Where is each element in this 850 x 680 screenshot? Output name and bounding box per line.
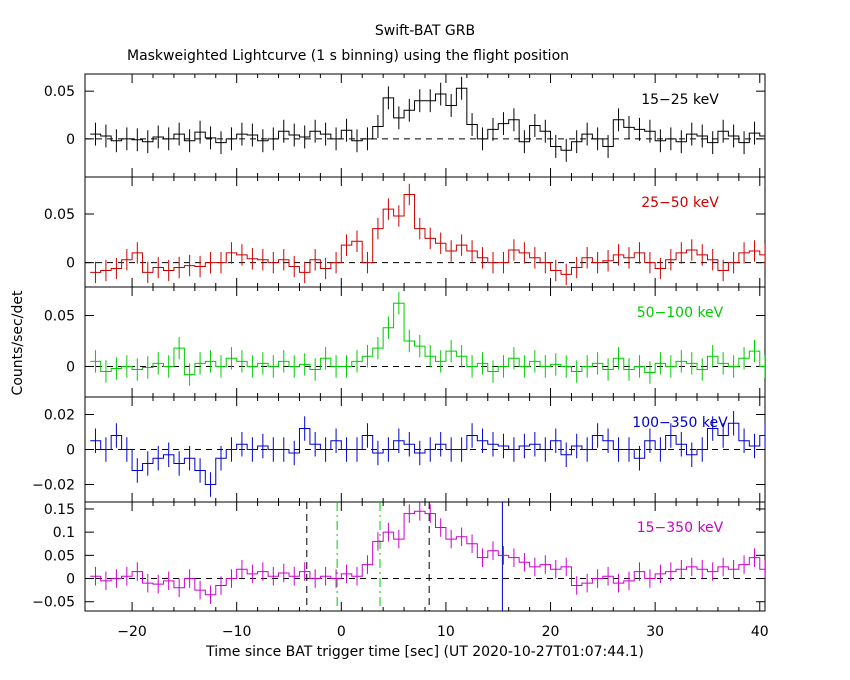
panel-frame <box>84 73 766 178</box>
y-tick-label: 0.05 <box>44 309 75 325</box>
panel-25-50-kev: 0 0.05 25−50 keV <box>44 176 766 288</box>
panels: 0 0.05 15−25 keV 0 0.05 25−50 keV 0 0.05 50−100 … <box>32 73 769 640</box>
panel-frame <box>84 501 766 612</box>
x-tick-label: 20 <box>542 624 560 640</box>
panel-15-25-kev: 0 0.05 15−25 keV <box>44 73 766 178</box>
y-tick-label: 0.05 <box>44 548 75 564</box>
band-label: 15−350 keV <box>637 520 724 536</box>
series-group <box>90 183 765 286</box>
y-tick-label: 0.1 <box>53 525 75 541</box>
chart-title: Swift-BAT GRB <box>375 23 475 39</box>
series-group <box>90 502 765 605</box>
band-label: 25−50 keV <box>641 195 719 211</box>
y-tick-label: −0.05 <box>32 595 75 611</box>
panel-frame <box>84 286 766 398</box>
x-tick-label: 30 <box>646 624 664 640</box>
series-group <box>90 76 765 162</box>
y-tick-label: 0 <box>66 132 75 148</box>
y-tick-label: 0 <box>66 256 75 272</box>
series-group <box>90 292 765 386</box>
x-tick-label: −20 <box>117 624 147 640</box>
y-axis-label: Counts/sec/det <box>10 290 26 395</box>
band-label: 100−350 keV <box>632 415 728 431</box>
panel-15-350-kev: −0.05 0 0.05 0.1 0.15 15−350 keV <box>32 501 766 612</box>
panel-100-350-kev: −0.02 0 0.02 100−350 keV <box>32 396 766 503</box>
series-group <box>90 411 765 497</box>
x-tick-label: 0 <box>337 624 346 640</box>
y-tick-label: 0 <box>66 572 75 588</box>
x-tick-label: 40 <box>751 624 769 640</box>
y-tick-label: −0.02 <box>32 478 75 494</box>
y-tick-label: 0.02 <box>44 408 75 424</box>
series-line <box>90 510 765 596</box>
x-tick-label: 10 <box>437 624 455 640</box>
series-line <box>90 194 765 275</box>
x-tick-label: −10 <box>222 624 252 640</box>
panel-50-100-kev: 0 0.05 50−100 keV <box>44 286 766 398</box>
y-tick-label: 0 <box>66 443 75 459</box>
band-label: 50−100 keV <box>637 305 724 321</box>
series-line <box>90 422 765 485</box>
y-tick-label: 0.15 <box>44 502 75 518</box>
band-label: 15−25 keV <box>641 92 719 108</box>
y-tick-label: 0.05 <box>44 207 75 223</box>
y-tick-label: 0.05 <box>44 84 75 100</box>
x-axis-label: Time since BAT trigger time [sec] (UT 20… <box>205 644 644 660</box>
series-line <box>90 302 765 376</box>
y-tick-label: 0 <box>66 359 75 375</box>
chart-subtitle: Maskweighted Lightcurve (1 s binning) us… <box>127 48 569 64</box>
series-line <box>90 87 765 151</box>
